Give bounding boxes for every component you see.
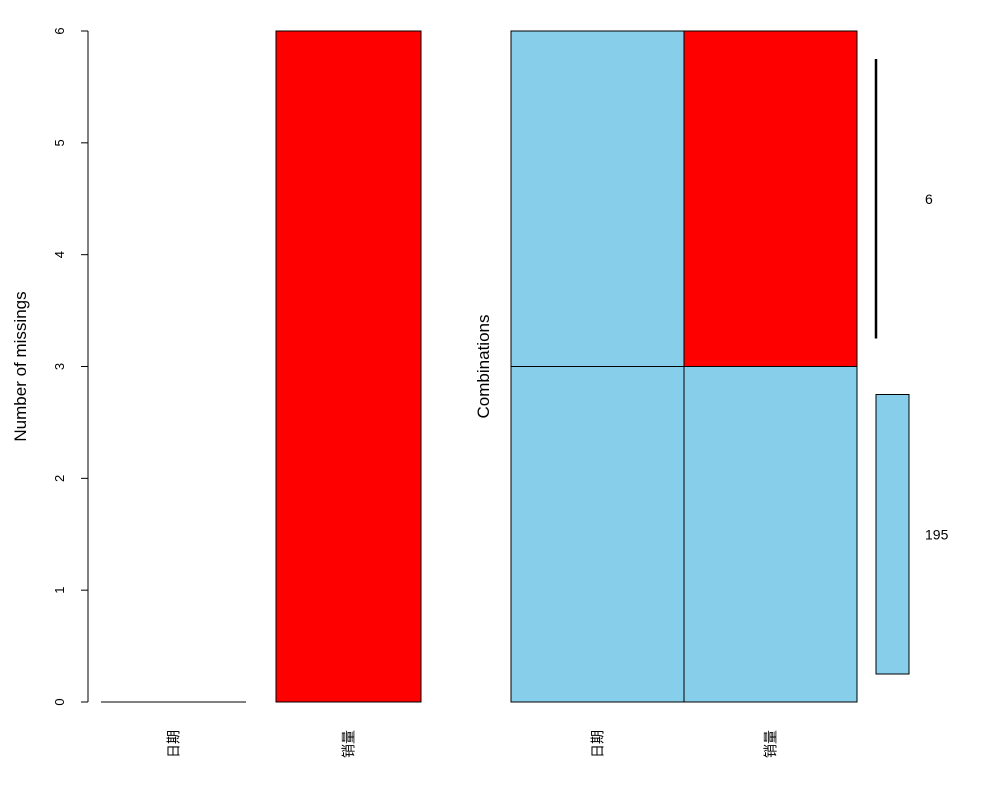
bar-2 [275,30,422,703]
x-tick-label: 销量 [341,730,357,758]
frequency-bar-2 [875,394,910,675]
y-axis-title: Number of missings [11,291,30,441]
x-tick-label: 日期 [590,730,606,758]
y-tick-label: 6 [52,27,67,34]
y-tick-label: 4 [52,251,67,258]
combination-cell-2-1 [510,366,685,703]
y-tick-label: 3 [52,363,67,370]
combination-cell-1-2 [683,30,858,367]
combination-cell-1-1 [510,30,685,367]
y-tick-label: 0 [52,698,67,705]
y-tick-label: 2 [52,475,67,482]
y-tick-label: 5 [52,139,67,146]
frequency-label: 195 [925,526,949,542]
x-tick-label: 销量 [763,730,779,758]
x-tick-label: 日期 [166,730,182,758]
combination-cell-2-2 [683,366,858,703]
combinations-axis-title: Combinations [474,315,493,419]
y-tick-label: 1 [52,587,67,594]
frequency-label: 6 [925,191,933,207]
